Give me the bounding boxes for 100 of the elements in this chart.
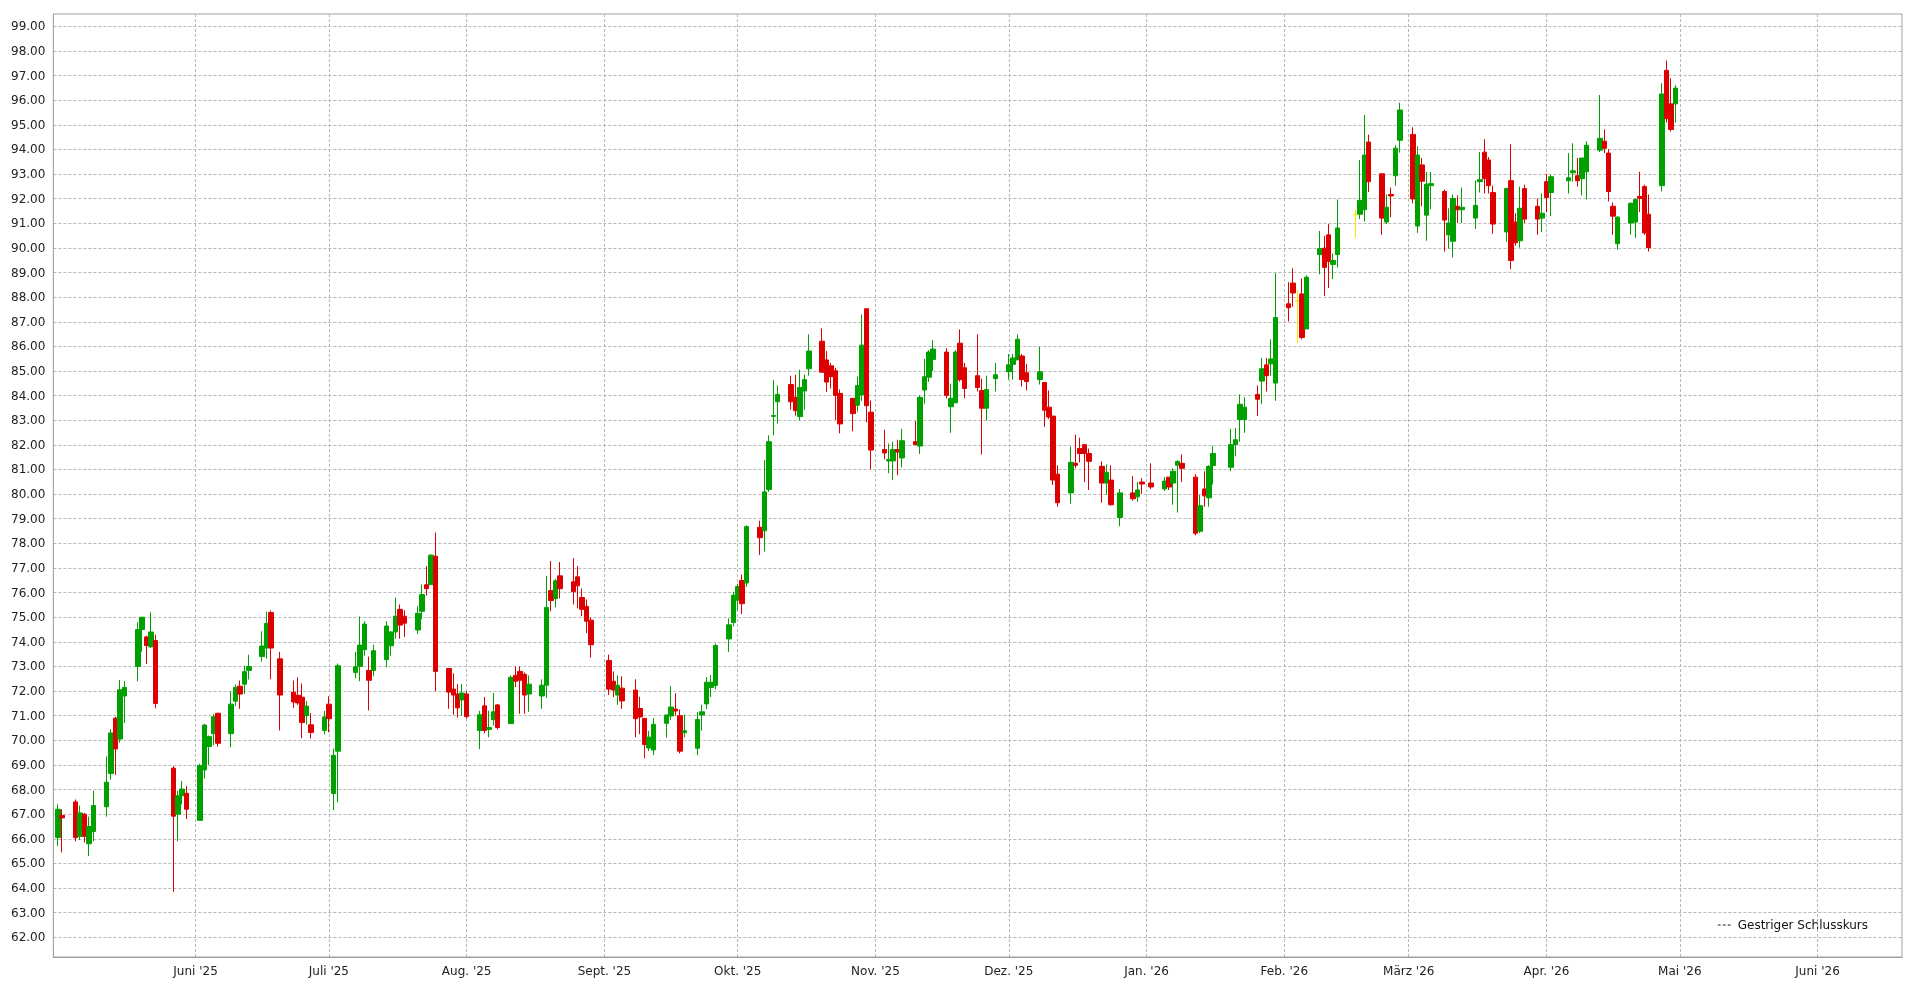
y-tick-label: 75.00 [10,610,46,625]
candlestick [326,695,332,733]
candlestick [1104,463,1109,496]
candlestick [797,369,803,421]
candlestick [1130,475,1136,502]
y-tick-label: 78.00 [10,536,46,551]
y-tick-label: 96.00 [10,93,46,108]
candlestick [482,696,487,734]
y-tick-label: 69.00 [10,757,46,772]
y-tick-label: 85.00 [10,364,46,379]
candlestick [1193,473,1198,536]
candlestick [1259,357,1265,405]
candlestick [517,665,523,715]
y-tick-label: 92.00 [10,191,46,206]
y-tick-label: 76.00 [10,585,46,600]
candlestick [153,633,158,709]
candlestick [899,428,905,468]
candlestick [1615,215,1620,251]
candlestick [1304,274,1309,330]
x-tick-label: Apr. '26 [1523,964,1570,978]
candlestick [477,710,483,750]
candlestick [366,656,372,712]
annotation: Gestriger Schlusskurs [1737,918,1869,932]
candlestick [1548,174,1554,217]
y-tick-label: 83.00 [10,413,46,428]
y-tick-label: 95.00 [10,117,46,132]
x-tick-label: Nov. '25 [851,964,900,978]
candlestick [1442,189,1447,253]
candlestick [1139,477,1145,495]
candlestick [1019,353,1025,388]
candlestick [1450,193,1456,259]
candlestick [806,333,812,377]
y-tick-label: 88.00 [10,290,46,305]
y-tick-label: 94.00 [10,142,46,157]
y-tick-label: 84.00 [10,388,46,403]
candlestick [148,611,154,649]
candlestick [1299,277,1305,340]
candlestick [1228,428,1234,472]
candlestick [548,560,554,612]
candlestick [464,690,469,720]
y-tick-label: 97.00 [10,68,46,83]
candlestick [1455,194,1460,224]
y-tick-label: 70.00 [10,733,46,748]
y-tick-label: 63.00 [10,905,46,920]
candlestick [1379,173,1385,236]
x-tick-label: Mai '26 [1658,964,1702,978]
candlestick [744,524,749,588]
candlestick [1108,464,1114,507]
y-tick-label: 64.00 [10,881,46,896]
candlestick [1295,289,1300,344]
candlestick [1037,346,1043,386]
candlestick [304,700,309,726]
x-tick-label: Juli '25 [307,964,349,978]
candlestick [619,675,625,710]
candlestick [571,557,576,605]
candlestick [757,520,763,556]
y-tick-label: 90.00 [10,240,46,255]
candlestick [1575,157,1580,188]
x-tick-label: Feb. '26 [1260,964,1309,978]
candlestick [237,680,243,710]
candlestick [1535,197,1540,236]
candlestick [557,561,563,600]
candlestick [171,765,176,893]
y-tick-label: 81.00 [10,462,46,477]
candlestick [1517,186,1523,249]
candlestick [771,379,776,436]
candlestick [495,703,500,730]
candlestick [322,710,327,735]
candlestick [135,621,141,682]
candlestick [850,397,856,432]
y-tick-label: 82.00 [10,437,46,452]
y-tick-label: 79.00 [10,511,46,526]
candlestick [1148,462,1154,490]
y-tick-label: 89.00 [10,265,46,280]
candlestick [993,362,998,392]
candlestick [1117,488,1123,527]
candlestick [1388,187,1394,218]
candlestick [984,375,989,421]
x-tick-label: Juni '25 [172,964,218,978]
candlestick [1086,448,1092,491]
y-tick-label: 99.00 [10,19,46,34]
candlestick [1384,193,1389,225]
candlestick [459,683,465,717]
candlestick [1610,201,1616,236]
candlestick [739,574,745,615]
candlestick [615,674,620,706]
candlestick [1264,357,1269,392]
y-tick-label: 91.00 [10,216,46,231]
x-tick-label: Juni '26 [1794,964,1840,978]
x-tick-label: Jan. '26 [1123,964,1169,978]
y-tick-label: 68.00 [10,782,46,797]
candlestick [268,610,274,680]
candlestick [82,812,87,844]
candlestick [526,674,532,713]
y-tick-label: 67.00 [10,807,46,822]
y-tick-label: 73.00 [10,659,46,674]
candlestick [553,578,558,608]
candlestick [1006,353,1012,381]
candlestick [1508,143,1514,270]
candlestick [144,635,149,665]
